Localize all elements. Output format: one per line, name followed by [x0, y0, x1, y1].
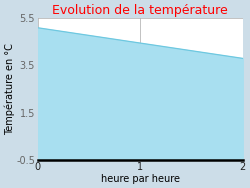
X-axis label: heure par heure: heure par heure — [101, 174, 180, 184]
Title: Evolution de la température: Evolution de la température — [52, 4, 228, 17]
Y-axis label: Température en °C: Température en °C — [4, 43, 15, 135]
